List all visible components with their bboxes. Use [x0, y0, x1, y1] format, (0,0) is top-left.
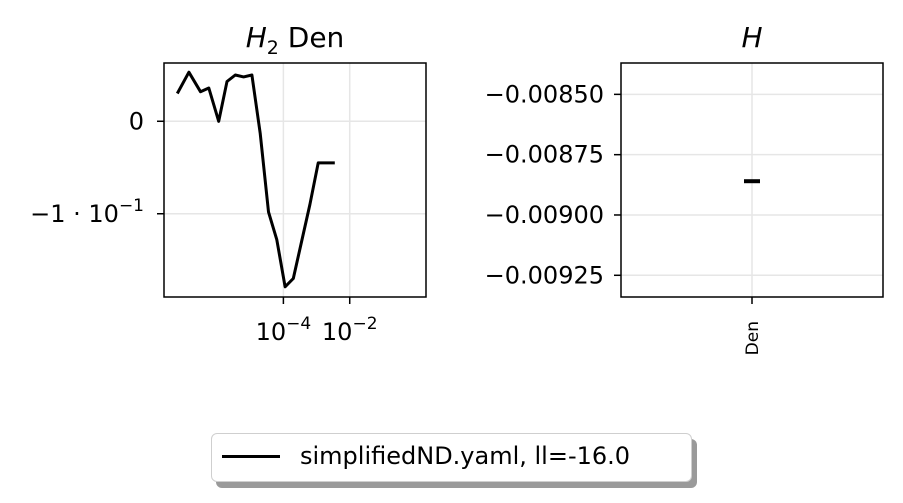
left-panel: 10−4 10−2 0 −1 · 10−1 H2 Den — [30, 21, 427, 346]
right-x-tick-label: Den — [743, 321, 763, 355]
right-y-tick-label: −0.00875 — [485, 141, 604, 169]
left-grid — [164, 63, 426, 297]
chart-figure: 10−4 10−2 0−1 · 10−1 H2 Den −0.00850−0.00… — [30, 21, 884, 355]
right-y-tick-label: −0.00850 — [485, 80, 604, 108]
legend-line-swatch — [222, 455, 280, 458]
right-y-tick-label: −0.00900 — [485, 201, 604, 229]
right-panel: −0.00850 −0.00875 −0.00900 −0.00925 Den H — [485, 21, 884, 355]
right-title: H — [741, 21, 762, 54]
left-y-ticks: 0 −1 · 10−1 — [30, 107, 164, 228]
legend-label: simplifiedND.yaml, ll=-16.0 — [300, 442, 631, 470]
left-y-tick-label: 0 — [129, 107, 144, 135]
right-x-ticks: Den — [743, 297, 763, 355]
left-axes-frame — [163, 62, 427, 298]
left-title: H2 Den — [246, 21, 345, 59]
left-x-ticks: 10−4 10−2 — [256, 297, 378, 346]
left-y-tick-label: −1 · 10−1 — [30, 196, 144, 228]
left-x-tick-label: 10−4 — [256, 314, 312, 346]
right-y-ticks: −0.00850 −0.00875 −0.00900 −0.00925 — [485, 80, 621, 289]
series-line — [175, 70, 335, 289]
left-x-tick-label: 10−2 — [322, 314, 378, 346]
right-y-tick-label: −0.00925 — [485, 261, 604, 289]
legend: simplifiedND.yaml, ll=-16.0 — [211, 433, 692, 482]
